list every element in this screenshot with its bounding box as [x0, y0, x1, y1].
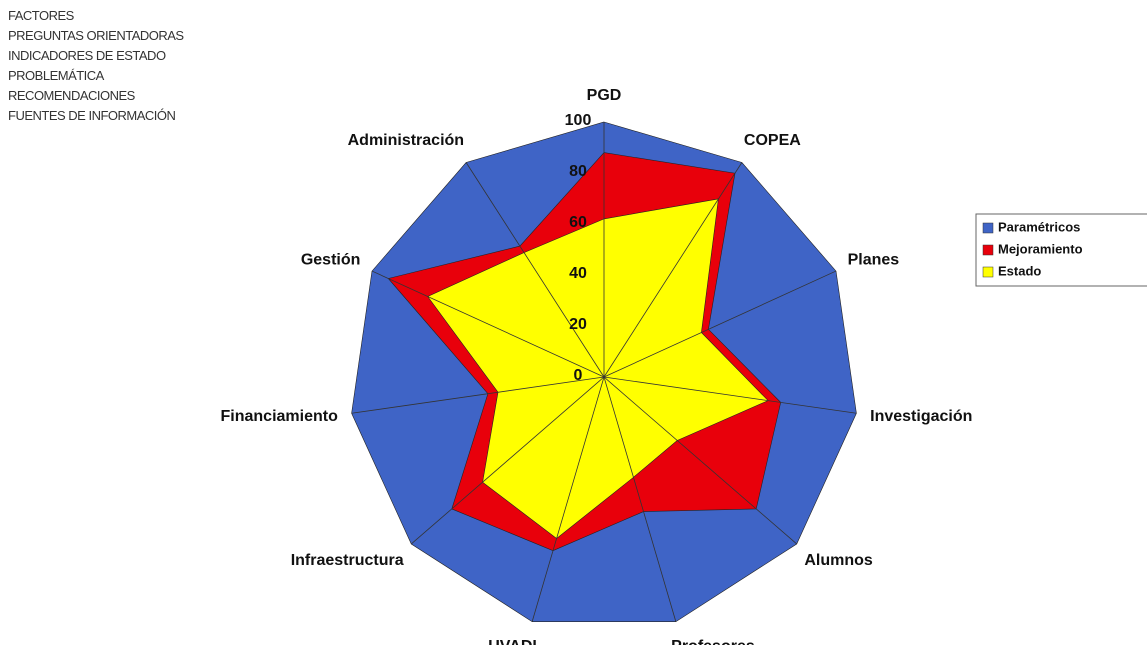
menu-item[interactable]: INDICADORES DE ESTADO: [8, 48, 166, 63]
spoke: [411, 376, 605, 545]
r-tick-label: 60: [569, 214, 587, 231]
menu-item[interactable]: PREGUNTAS ORIENTADORAS: [8, 28, 184, 43]
legend-label: Estado: [998, 263, 1041, 278]
menu-item[interactable]: RECOMENDACIONES: [8, 88, 135, 103]
spoke: [603, 376, 797, 545]
legend-label: Paramétricos: [998, 219, 1080, 234]
r-tick-label: 0: [574, 367, 583, 384]
axis-label: Financiamiento: [221, 408, 339, 425]
legend-swatch: [982, 244, 994, 256]
spoke: [603, 376, 677, 622]
legend-label: Mejoramiento: [998, 241, 1083, 256]
axis-label: Alumnos: [804, 552, 873, 569]
r-tick-label: 80: [569, 163, 587, 180]
legend: Paramétricos Mejoramiento Estado: [975, 213, 1147, 287]
axis-label: Profesores: [671, 638, 755, 645]
axis-label: UVADI: [488, 638, 537, 645]
legend-swatch: [982, 222, 994, 234]
legend-swatch: [982, 266, 994, 278]
axis-label: COPEA: [744, 132, 801, 149]
axis-label: Planes: [848, 251, 900, 268]
spoke: [465, 162, 605, 378]
r-tick-label: 20: [569, 316, 587, 333]
r-tick-label: 100: [565, 112, 592, 129]
axis-label: Gestión: [301, 251, 361, 268]
spoke: [603, 376, 857, 414]
menu: FACTORES PREGUNTAS ORIENTADORAS INDICADORE…: [8, 6, 184, 126]
spoke: [603, 162, 743, 378]
legend-box: [975, 213, 1147, 287]
axis-label: Investigación: [870, 408, 972, 425]
spoke: [531, 376, 605, 622]
menu-item[interactable]: FUENTES DE INFORMACIÓN: [8, 108, 176, 123]
axis-label: Administración: [348, 132, 464, 149]
menu-item[interactable]: FACTORES: [8, 8, 74, 23]
spoke: [371, 270, 605, 378]
axis-label: PGD: [587, 87, 622, 104]
spoke: [603, 270, 837, 378]
spoke: [351, 376, 605, 414]
r-tick-label: 40: [569, 265, 587, 282]
axis-label: Infraestructura: [291, 552, 404, 569]
menu-item[interactable]: PROBLEMÁTICA: [8, 68, 104, 83]
series-area: [427, 198, 769, 539]
